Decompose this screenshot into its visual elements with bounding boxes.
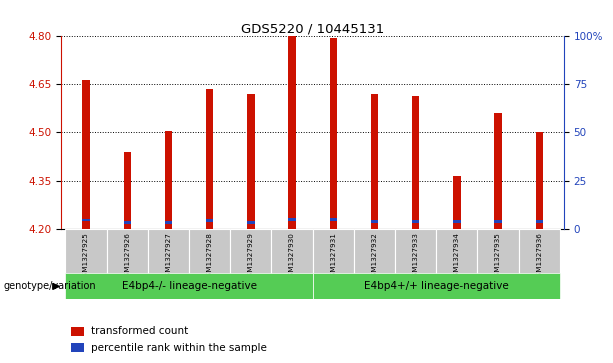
Bar — [453, 220, 460, 223]
Text: GSM1327929: GSM1327929 — [248, 232, 254, 281]
Bar — [313, 273, 560, 299]
Bar — [123, 221, 131, 224]
Bar — [272, 229, 313, 274]
Bar — [536, 132, 543, 229]
Text: genotype/variation: genotype/variation — [3, 281, 96, 291]
Text: GSM1327936: GSM1327936 — [536, 232, 543, 281]
Bar — [71, 327, 84, 336]
Bar — [148, 229, 189, 274]
Text: GSM1327925: GSM1327925 — [83, 232, 89, 281]
Bar — [371, 220, 378, 223]
Text: percentile rank within the sample: percentile rank within the sample — [91, 343, 267, 353]
Title: GDS5220 / 10445131: GDS5220 / 10445131 — [241, 22, 384, 35]
Text: transformed count: transformed count — [91, 326, 189, 337]
Text: E4bp4+/+ lineage-negative: E4bp4+/+ lineage-negative — [364, 281, 509, 291]
Bar — [82, 219, 89, 221]
Text: GSM1327930: GSM1327930 — [289, 232, 295, 281]
Bar — [247, 221, 254, 224]
Bar — [71, 343, 84, 352]
Bar — [206, 89, 213, 229]
Bar — [82, 79, 89, 229]
Bar — [313, 229, 354, 274]
Bar — [107, 229, 148, 274]
Bar — [66, 229, 107, 274]
Text: GSM1327928: GSM1327928 — [207, 232, 213, 281]
Bar — [494, 220, 502, 223]
Text: GSM1327933: GSM1327933 — [413, 232, 419, 281]
Text: GSM1327931: GSM1327931 — [330, 232, 337, 281]
Bar — [66, 273, 313, 299]
Bar — [230, 229, 272, 274]
Bar — [288, 36, 295, 229]
Bar — [519, 229, 560, 274]
Bar — [395, 229, 436, 274]
Bar — [536, 220, 543, 223]
Bar — [354, 229, 395, 274]
Bar — [412, 220, 419, 223]
Text: E4bp4-/- lineage-negative: E4bp4-/- lineage-negative — [121, 281, 256, 291]
Bar — [330, 38, 337, 229]
Text: GSM1327935: GSM1327935 — [495, 232, 501, 281]
Text: GSM1327932: GSM1327932 — [371, 232, 378, 281]
Text: GSM1327934: GSM1327934 — [454, 232, 460, 281]
Bar — [330, 219, 337, 221]
Bar — [247, 94, 254, 229]
Text: GSM1327926: GSM1327926 — [124, 232, 130, 281]
Bar — [165, 131, 172, 229]
Bar — [189, 229, 230, 274]
Bar — [288, 219, 295, 221]
Bar — [436, 229, 478, 274]
Bar — [453, 176, 460, 229]
Bar — [206, 219, 213, 222]
Bar — [494, 113, 502, 229]
Bar — [123, 152, 131, 229]
Bar — [165, 221, 172, 224]
Bar — [412, 95, 419, 229]
Bar — [371, 94, 378, 229]
Text: GSM1327927: GSM1327927 — [166, 232, 172, 281]
Bar — [478, 229, 519, 274]
